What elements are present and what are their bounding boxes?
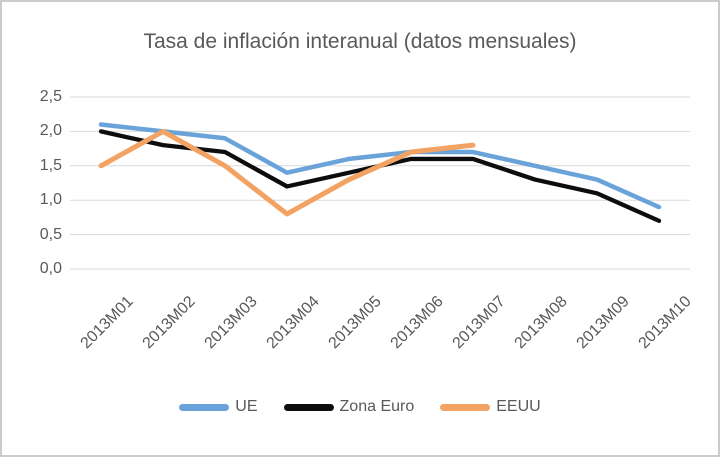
- legend-swatch-zona-euro: [283, 403, 334, 411]
- y-axis-tick-label: 1,5: [39, 156, 62, 174]
- legend-item-ue: UE: [179, 398, 258, 416]
- series-line-ue: [98, 122, 662, 210]
- legend-label-eeuu: EEUU: [496, 398, 541, 415]
- y-axis-tick-label: 2,0: [39, 122, 62, 140]
- y-axis-tick-label: 0,5: [39, 225, 62, 243]
- series-line-eeuu: [98, 128, 476, 217]
- y-axis-tick-label: 1,0: [39, 191, 62, 209]
- legend-item-eeuu: EEUU: [440, 398, 541, 416]
- legend-swatch-eeuu: [440, 403, 491, 411]
- y-axis-tick-label: 0,0: [39, 260, 62, 277]
- legend-label-zona-euro: Zona Euro: [339, 398, 415, 415]
- chart-title: Tasa de inflación interanual (datos mens…: [143, 30, 577, 53]
- legend-label-ue: UE: [235, 398, 258, 415]
- legend-swatch-ue: [179, 403, 230, 411]
- chart-legend: UE Zona Euro EEUU: [2, 398, 718, 416]
- y-axis-tick-label: 2,5: [39, 88, 62, 105]
- legend-item-zona-euro: Zona Euro: [283, 398, 415, 416]
